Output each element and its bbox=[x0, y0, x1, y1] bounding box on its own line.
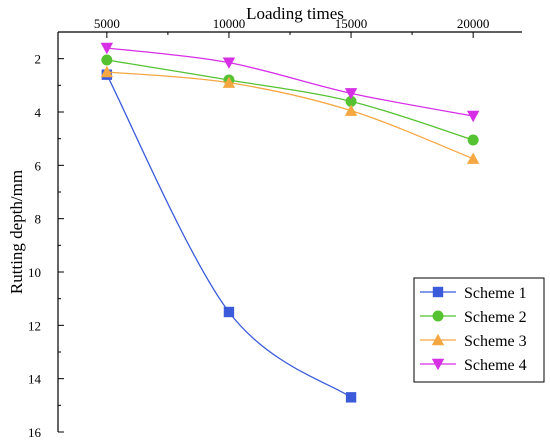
data-point bbox=[222, 76, 236, 88]
data-point bbox=[466, 152, 480, 164]
y-tick-label: 16 bbox=[28, 425, 42, 440]
data-point bbox=[467, 134, 479, 146]
data-point bbox=[101, 54, 113, 66]
y-tick-label: 12 bbox=[28, 318, 41, 333]
legend-item: Scheme 1 bbox=[420, 285, 527, 302]
legend-label: Scheme 1 bbox=[464, 285, 527, 302]
y-tick-label: 8 bbox=[35, 212, 42, 227]
legend-item: Scheme 3 bbox=[420, 333, 527, 350]
y-tick-label: 6 bbox=[35, 158, 42, 173]
legend-item: Scheme 4 bbox=[420, 357, 527, 374]
data-point bbox=[344, 104, 358, 116]
legend-marker bbox=[431, 358, 445, 371]
legend-marker bbox=[432, 310, 444, 322]
y-tick-label: 4 bbox=[35, 105, 42, 120]
data-point bbox=[344, 88, 358, 100]
data-point bbox=[100, 65, 114, 78]
series-4 bbox=[100, 42, 480, 123]
legend-label: Scheme 2 bbox=[464, 309, 527, 326]
x-axis-title: Loading times bbox=[246, 4, 344, 23]
series-line bbox=[106, 59, 474, 141]
y-axis-title: Rutting depth/mm bbox=[7, 170, 26, 294]
data-point bbox=[222, 57, 236, 69]
x-tick-label: 20000 bbox=[457, 16, 490, 31]
y-tick-label: 14 bbox=[28, 372, 42, 387]
data-point bbox=[223, 306, 235, 318]
x-tick-label: 5000 bbox=[94, 16, 120, 31]
data-point bbox=[100, 42, 114, 55]
series-line bbox=[106, 47, 474, 117]
x-tick-label: 15000 bbox=[335, 16, 368, 31]
legend-marker bbox=[431, 333, 445, 346]
x-tick-label: 10000 bbox=[213, 16, 246, 31]
series-3 bbox=[100, 65, 480, 164]
y-axis-ticks: 2 4 6 8 10 12 14 16 bbox=[28, 31, 64, 440]
legend-item: Scheme 2 bbox=[420, 309, 527, 326]
data-point bbox=[345, 95, 357, 107]
y-tick-label: 2 bbox=[35, 52, 42, 67]
y-tick-label: 10 bbox=[28, 265, 41, 280]
series-line bbox=[106, 71, 474, 160]
series-2 bbox=[101, 54, 479, 146]
x-axis-ticks: 5000 10000 15000 20000 bbox=[94, 16, 490, 38]
legend: Scheme 1 Scheme 2 Scheme 3 Scheme 4 bbox=[413, 277, 545, 383]
legend-label: Scheme 4 bbox=[464, 357, 527, 374]
data-point bbox=[345, 392, 357, 403]
series-1 bbox=[101, 69, 357, 403]
legend-label: Scheme 3 bbox=[464, 333, 527, 350]
legend-marker bbox=[432, 286, 444, 298]
series-line bbox=[106, 74, 352, 398]
series-layer bbox=[100, 42, 480, 403]
data-point bbox=[466, 110, 480, 123]
